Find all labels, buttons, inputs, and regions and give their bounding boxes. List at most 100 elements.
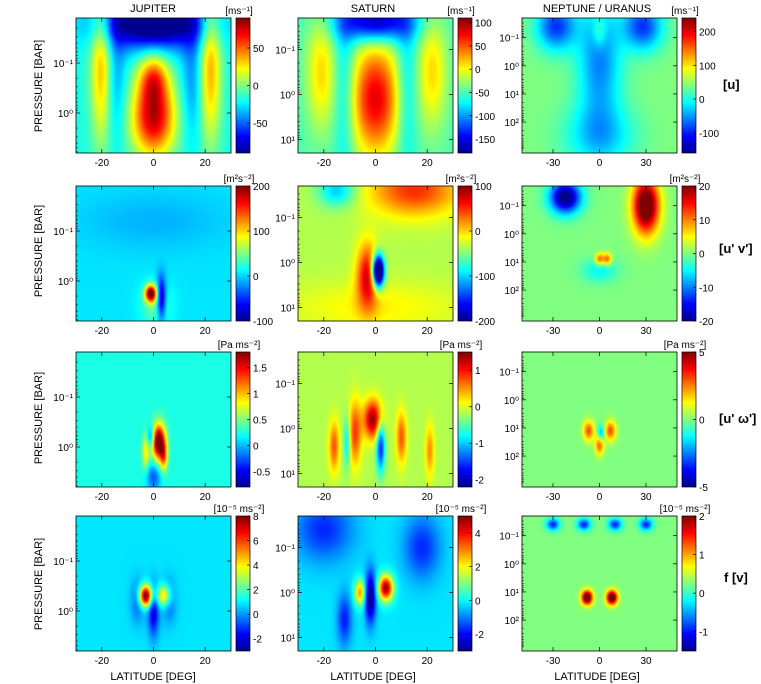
colorbar-tick-label: -100 [699, 129, 719, 140]
x-tick-label: 30 [640, 326, 652, 337]
x-tick-label: 20 [422, 326, 434, 337]
colorbar-tick-label: 100 [475, 19, 492, 30]
row-label-fv: f [v] [724, 570, 748, 585]
colorbar-tick-label: 0.5 [253, 416, 267, 427]
colorbar-tick-label: 200 [699, 28, 716, 39]
colorbar-tick-label: -150 [475, 135, 495, 146]
x-tick-label: 20 [200, 326, 212, 337]
colorbar [457, 17, 473, 154]
y-tick-label: 10⁰ [280, 589, 295, 600]
colorbar-tick-label: -100 [475, 112, 495, 123]
y-tick-label: 10¹ [505, 424, 520, 435]
heatmap-field [522, 186, 677, 321]
y-tick-label: 10⁻¹ [275, 214, 295, 225]
y-tick-label: 10⁻¹ [275, 380, 295, 391]
colorbar-tick-label: -20 [699, 317, 714, 328]
x-tick-label: -20 [317, 326, 332, 337]
x-tick-label: 20 [422, 158, 434, 169]
colorbar-tick-label: 0 [699, 589, 705, 600]
colorbar-tick-label: -100 [475, 272, 495, 283]
colorbar-tick-label: 0 [699, 250, 705, 261]
colorbar-unit: [m²s⁻²] [670, 174, 701, 185]
heatmap-field [76, 18, 231, 153]
colorbar-tick-label: 100 [475, 182, 492, 193]
y-tick-label: 10² [505, 616, 520, 627]
colorbar [457, 185, 473, 322]
colorbar-unit: [Pa ms⁻²] [440, 340, 483, 351]
x-tick-label: -30 [546, 656, 561, 667]
colorbar [235, 515, 251, 652]
y-tick-label: 10⁰ [280, 259, 295, 270]
y-tick-label: 10⁰ [58, 443, 73, 454]
y-tick-label: 10¹ [281, 470, 296, 481]
x-tick-label: -20 [95, 326, 110, 337]
x-tick-label: -30 [546, 326, 561, 337]
heatmap-field [522, 516, 677, 651]
colorbar-unit: [Pa ms⁻²] [218, 340, 261, 351]
heatmap-field [76, 186, 231, 321]
colorbar-tick-label: 1 [475, 366, 481, 377]
x-tick-label: 0 [151, 158, 157, 169]
column-title-jupiter: JUPITER [130, 3, 176, 15]
y-tick-label: 10¹ [281, 304, 296, 315]
colorbar-tick-label: 50 [253, 44, 265, 55]
y-tick-label: 10² [505, 118, 520, 129]
x-tick-label: 20 [200, 492, 212, 503]
panel-r3-c2: -30 0 30 10⁻¹ 10⁰ 10¹ 10² 2 1 0 -1 [10⁻⁵ ms⁻²] [499, 504, 710, 667]
y-tick-label: 10⁻¹ [53, 393, 73, 404]
heatmap-field [298, 186, 453, 321]
latitude-axis-labels: LATITUDE [DEG] LATITUDE [DEG] LATITUDE [… [110, 671, 639, 683]
y-tick-label: 10² [505, 286, 520, 297]
colorbar-tick-label: 0 [253, 272, 259, 283]
y-tick-label: 10¹ [281, 136, 296, 147]
colorbar-unit: [m²s⁻²] [446, 174, 477, 185]
colorbar-tick-label: -2 [475, 476, 484, 487]
colorbar-tick-label: 4 [253, 561, 259, 572]
x-tick-label: 20 [422, 492, 434, 503]
panel-r2-c2: -30 0 30 10⁻¹ 10⁰ 10¹ 10² 5 0 -5 [Pa ms⁻²] [499, 340, 708, 503]
y-tick-label: 10¹ [505, 90, 520, 101]
colorbar-tick-label: 100 [699, 61, 716, 72]
colorbar-tick-label: 2 [253, 586, 259, 597]
colorbar-tick-label: 4 [475, 529, 481, 540]
y-tick-label: 10⁰ [58, 109, 73, 120]
colorbar-unit: [10⁻⁵ ms⁻²] [436, 504, 487, 515]
colorbar-tick-label: -50 [253, 119, 268, 130]
colorbar-tick-label: 6 [253, 537, 259, 548]
y-tick-label: 10² [505, 452, 520, 463]
panel-r2-c1: -20 0 20 10⁻¹ 10⁰ 10¹ 1 0 -1 -2 [Pa ms⁻²] [275, 340, 484, 503]
pressure-axis-labels: PRESSURE [BAR] PRESSURE [BAR] PRESSURE [… [33, 40, 45, 630]
x-tick-label: 20 [200, 656, 212, 667]
colorbar-unit: [ms⁻¹] [225, 6, 253, 17]
colorbar-tick-label: 0 [253, 82, 259, 93]
ylabel-row-2: PRESSURE [BAR] [33, 372, 45, 464]
x-tick-label: 0 [151, 656, 157, 667]
x-tick-label: -20 [95, 656, 110, 667]
xlabel-saturn: LATITUDE [DEG] [330, 671, 415, 683]
colorbar-tick-label: 20 [699, 182, 711, 193]
column-titles: JUPITER SATURN NEPTUNE / URANUS [130, 3, 651, 15]
ylabel-row-3: PRESSURE [BAR] [33, 538, 45, 630]
colorbar [681, 515, 697, 652]
y-tick-label: 10⁰ [504, 560, 519, 571]
panel-r1-c0: -20 0 20 10⁻¹ 10⁰ 200 100 0 -100 [m²s⁻²] [53, 174, 273, 337]
colorbar-tick-label: 0 [475, 65, 481, 76]
x-tick-label: 30 [640, 492, 652, 503]
colorbar [235, 185, 251, 322]
y-tick-label: 10¹ [505, 258, 520, 269]
y-tick-label: 10⁰ [504, 230, 519, 241]
colorbar-unit: [m²s⁻²] [224, 174, 255, 185]
xlabel-neptune-uranus: LATITUDE [DEG] [554, 671, 639, 683]
colorbar [457, 515, 473, 652]
heatmap-field [76, 352, 231, 487]
colorbar-unit: [Pa ms⁻²] [664, 340, 707, 351]
x-tick-label: 0 [151, 492, 157, 503]
y-tick-label: 10⁰ [504, 396, 519, 407]
column-title-saturn: SATURN [351, 3, 395, 15]
heatmap-field [298, 18, 453, 153]
y-tick-label: 10⁻¹ [499, 34, 519, 45]
panel-r2-c0: -20 0 20 10⁻¹ 10⁰ 1.5 1 0.5 0 -0.5 [Pa ms⁻²] [53, 340, 270, 503]
